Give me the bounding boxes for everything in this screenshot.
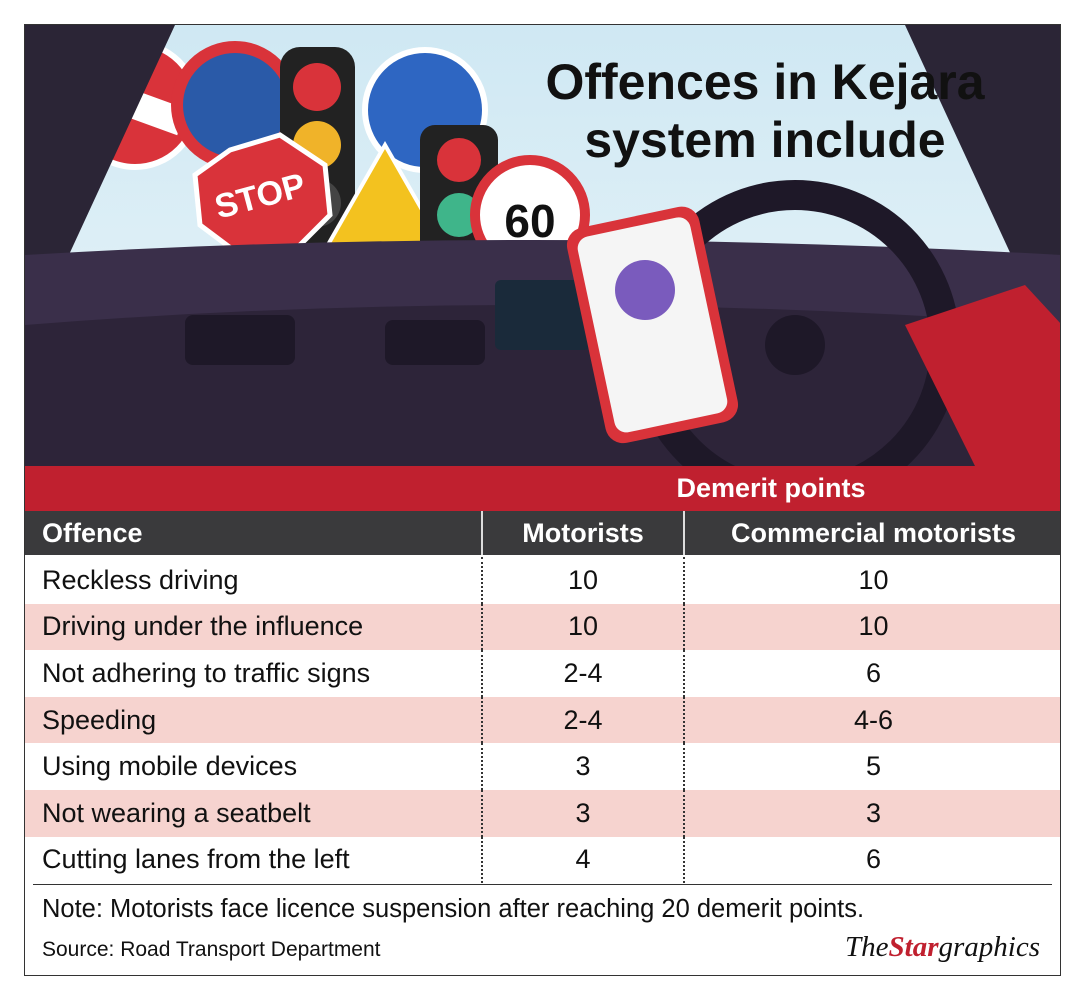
table-cell: 10 [481, 557, 683, 604]
column-header: Offence [42, 517, 143, 548]
table-row: Using mobile devices 3 5 [25, 743, 1060, 790]
table-row: Speeding 2-4 4-6 [25, 696, 1060, 744]
table-cell: Using mobile devices [42, 751, 298, 782]
divider [33, 884, 1052, 885]
table-cell: 6 [683, 650, 1060, 697]
speed-sign-text: 60 [504, 195, 555, 247]
title-line: system include [584, 112, 946, 168]
table-cell: Reckless driving [42, 564, 239, 595]
table-cell: 4 [481, 836, 683, 884]
credit-star: Star [888, 931, 939, 963]
table-cell: 4-6 [683, 696, 1060, 744]
table-cell: Driving under the influence [42, 611, 364, 642]
source: Source: Road Transport Department [42, 938, 381, 961]
group-header: Demerit points [676, 473, 866, 503]
infographic: STOP 60 Offences in Kejara system includ… [24, 24, 1061, 976]
table-cell: 3 [481, 789, 683, 837]
credit: TheStargraphics [845, 931, 1040, 964]
title-line: Offences in Kejara [545, 54, 985, 110]
table-body: Reckless driving 10 10 Driving under the in… [25, 557, 1060, 884]
table-cell: Speeding [42, 704, 157, 735]
table-cell: Cutting lanes from the left [42, 844, 350, 875]
table-cell: 2-4 [481, 696, 683, 744]
title: Offences in Kejara system include [495, 53, 1035, 169]
table-cell: 5 [683, 743, 1060, 790]
column-header: Motorists [481, 511, 683, 555]
table-cell: 3 [683, 789, 1060, 837]
credit-suffix: graphics [938, 931, 1041, 963]
table-cell: 2-4 [481, 650, 683, 697]
column-header: Commercial motorists [683, 511, 1060, 555]
table-cell: 10 [683, 603, 1060, 651]
table-cell: Not wearing a seatbelt [42, 797, 311, 828]
table-cell: 10 [481, 603, 683, 651]
table-cell: Not adhering to traffic signs [42, 657, 371, 688]
table-cell: 6 [683, 836, 1060, 884]
table-row: Not wearing a seatbelt 3 3 [25, 789, 1060, 837]
table-header: Offence Motorists Commercial motorists [25, 511, 1060, 555]
note: Note: Motorists face licence suspension … [42, 895, 865, 923]
table-row: Driving under the influence 10 10 [25, 603, 1060, 651]
table-row: Not adhering to traffic signs 2-4 6 [25, 650, 1060, 697]
table-row: Reckless driving 10 10 [25, 557, 1060, 604]
table-cell: 3 [481, 743, 683, 790]
group-header-band: Demerit points [25, 466, 1060, 511]
table-cell: 10 [683, 557, 1060, 604]
illustration: STOP 60 [25, 25, 1060, 466]
credit-the: The [845, 931, 889, 963]
table-row: Cutting lanes from the left 4 6 [25, 836, 1060, 884]
